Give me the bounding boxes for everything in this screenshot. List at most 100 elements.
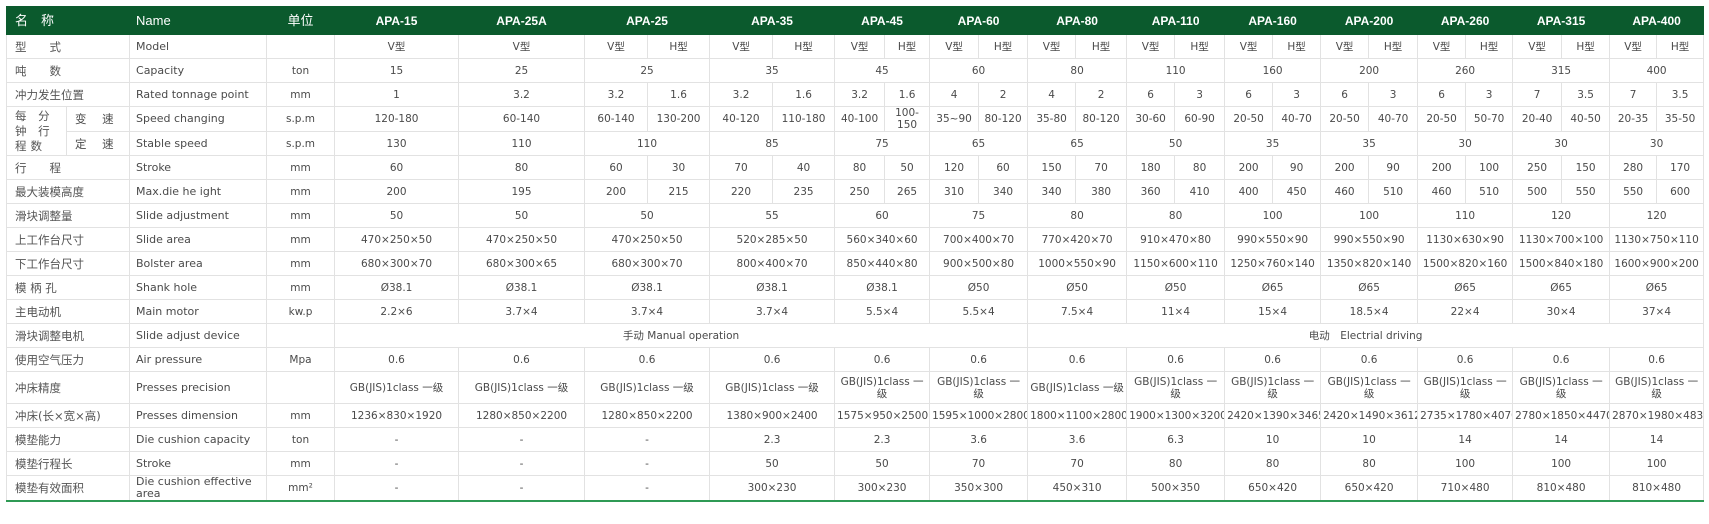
row-label-en: Air pressure xyxy=(129,347,268,372)
table-row: 下工作台尺寸 Bolster area mm 680×300×70 680×300×65… xyxy=(5,251,1705,276)
cell-apa-315-h: 40-50 xyxy=(1561,106,1611,132)
header-model-apa-160: APA-160 xyxy=(1224,6,1322,35)
cell-apa-35-h: 1.6 xyxy=(772,82,836,107)
table-row: 模垫行程长 Stroke mm - - -50 50 70 70 80 80 80 100 100 100 xyxy=(5,451,1705,476)
cell-apa-110: 50 xyxy=(1126,131,1226,156)
cell-apa-15: 470×250×50 xyxy=(334,227,460,252)
cell-apa-400-h: 35-50 xyxy=(1656,106,1705,132)
cell-apa-60: 700×400×70 xyxy=(929,227,1029,252)
cell-apa-45: 75 xyxy=(834,131,931,156)
cell-apa-260-v: 460 xyxy=(1417,179,1467,204)
cell-apa-200-v: 200 xyxy=(1320,155,1370,180)
cell-apa-60: 900×500×80 xyxy=(929,251,1029,276)
table-row: 吨 数 Capacity ton 15 25 25 35 45 60 80 110 160 200 260… xyxy=(5,58,1705,83)
cell-apa-35-v: V型 xyxy=(709,34,774,59)
row-unit: s.p.m xyxy=(266,106,336,132)
cell-apa-400: Ø65 xyxy=(1609,275,1705,300)
cell-apa-25: 1280×850×2200 xyxy=(584,403,711,428)
cell-apa-45: 45 xyxy=(834,58,931,83)
table-row: 滑块调整电机 Slide adjust device 手动 Manual opera… xyxy=(5,323,1705,348)
cell-apa-110-v: 180 xyxy=(1126,155,1176,180)
row-label-cn: 冲床(长×宽×高) xyxy=(5,403,131,428)
cell-apa-160: 15×4 xyxy=(1224,299,1322,324)
cell-apa-80: 80 xyxy=(1027,203,1128,228)
row-label-en: Shank hole xyxy=(129,275,268,300)
cell-apa-25-h: 1.6 xyxy=(647,82,711,107)
cell-apa-60-v: 35~90 xyxy=(929,106,980,132)
cell-apa-110-h: 60-90 xyxy=(1174,106,1226,132)
cell-apa-110: 11×4 xyxy=(1126,299,1226,324)
cell-apa-25: - xyxy=(584,475,711,502)
cell-apa-160: GB(JIS)1class 一级 xyxy=(1224,371,1322,404)
table-row: 行 程 Stroke mm 60 80 60 30 70 40 80 50 120 60 150 70 180… xyxy=(5,155,1705,180)
row-label-en: Speed changing xyxy=(129,106,268,132)
cell-apa-400-v: V型 xyxy=(1609,34,1658,59)
cell-apa-25-h: 215 xyxy=(647,179,711,204)
cell-apa-45: 5.5×4 xyxy=(834,299,931,324)
cell-apa-25a: 25 xyxy=(458,58,586,83)
cell-apa-15: 120-180 xyxy=(334,106,460,132)
row-unit: mm xyxy=(266,203,336,228)
table-row: 使用空气压力 Air pressure Mpa 0.6 0.6 0.6 0.6 0.6 0.6 0… xyxy=(5,347,1705,372)
cell-apa-80: 1800×1100×2800 xyxy=(1027,403,1128,428)
row-unit: mm xyxy=(266,275,336,300)
cell-apa-315: 30×4 xyxy=(1512,299,1611,324)
cell-apa-25-v: 60 xyxy=(584,155,649,180)
cell-apa-45: 2.3 xyxy=(834,427,931,452)
row-label-cn: 型 式 xyxy=(5,34,131,59)
cell-apa-260-v: 200 xyxy=(1417,155,1467,180)
cell-apa-35: 800×400×70 xyxy=(709,251,836,276)
header-model-apa-25: APA-25 xyxy=(584,6,711,35)
cell-apa-110: 0.6 xyxy=(1126,347,1226,372)
cell-apa-80: 0.6 xyxy=(1027,347,1128,372)
cell-apa-315-v: 500 xyxy=(1512,179,1563,204)
cell-apa-200-h: 3 xyxy=(1368,82,1419,107)
row-label-cn: 冲力发生位置 xyxy=(5,82,131,107)
row-label-cn: 使用空气压力 xyxy=(5,347,131,372)
cell-apa-15: 1 xyxy=(334,82,460,107)
row-unit: mm xyxy=(266,179,336,204)
cell-apa-110-h: 410 xyxy=(1174,179,1226,204)
cell-apa-15: 2.2×6 xyxy=(334,299,460,324)
row-label-cn: 滑块调整电机 xyxy=(5,323,131,348)
cell-apa-200: Ø65 xyxy=(1320,275,1419,300)
cell-apa-80: GB(JIS)1class 一级 xyxy=(1027,371,1128,404)
row-unit: mm xyxy=(266,227,336,252)
table-row: 冲床(长×宽×高) Presses dimension mm 1236×830×192… xyxy=(5,403,1705,428)
cell-apa-45-h: 1.6 xyxy=(884,82,931,107)
table-row: 模垫能力 Die cushion capacity ton - - -2.3 2.3 3.6 3… xyxy=(5,427,1705,452)
cell-apa-35: 300×230 xyxy=(709,475,836,502)
row-label-en: Stroke xyxy=(129,155,268,180)
cell-apa-260: 110 xyxy=(1417,203,1514,228)
table-row: 上工作台尺寸 Slide area mm 470×250×50 470×250×50 47… xyxy=(5,227,1705,252)
cell-apa-110: Ø50 xyxy=(1126,275,1226,300)
cell-apa-25: Ø38.1 xyxy=(584,275,711,300)
cell-apa-400: 30 xyxy=(1609,131,1705,156)
cell-apa-160: 35 xyxy=(1224,131,1322,156)
header-model-apa-400: APA-400 xyxy=(1609,6,1705,35)
cell-apa-80: 7.5×4 xyxy=(1027,299,1128,324)
cell-apa-400: 2870×1980×4830 xyxy=(1609,403,1705,428)
cell-apa-25a: 1280×850×2200 xyxy=(458,403,586,428)
header-model-apa-80: APA-80 xyxy=(1027,6,1128,35)
cell-apa-315: Ø65 xyxy=(1512,275,1611,300)
cell-apa-260: 260 xyxy=(1417,58,1514,83)
cell-apa-80-h: 70 xyxy=(1075,155,1128,180)
cell-apa-315-v: 7 xyxy=(1512,82,1563,107)
row-label-en: Max.die he ight xyxy=(129,179,268,204)
header-model-apa-25a: APA-25A xyxy=(458,6,586,35)
cell-apa-25a: 680×300×65 xyxy=(458,251,586,276)
row-label-en: Bolster area xyxy=(129,251,268,276)
cell-apa-80-v: 340 xyxy=(1027,179,1077,204)
row-unit: mm xyxy=(266,82,336,107)
row-unit xyxy=(266,323,336,348)
cell-apa-60-v: 4 xyxy=(929,82,980,107)
cell-apa-200: 80 xyxy=(1320,451,1419,476)
cell-apa-200: 200 xyxy=(1320,58,1419,83)
cell-apa-35: 85 xyxy=(709,131,836,156)
table-row: 滑块调整量 Slide adjustment mm 50 50 50 55 60 75 80 80 1… xyxy=(5,203,1705,228)
cell-apa-110-h: 80 xyxy=(1174,155,1226,180)
cell-apa-160-h: H型 xyxy=(1272,34,1322,59)
row-label-en: Die cushion capacity xyxy=(129,427,268,452)
cell-apa-200-v: 6 xyxy=(1320,82,1370,107)
